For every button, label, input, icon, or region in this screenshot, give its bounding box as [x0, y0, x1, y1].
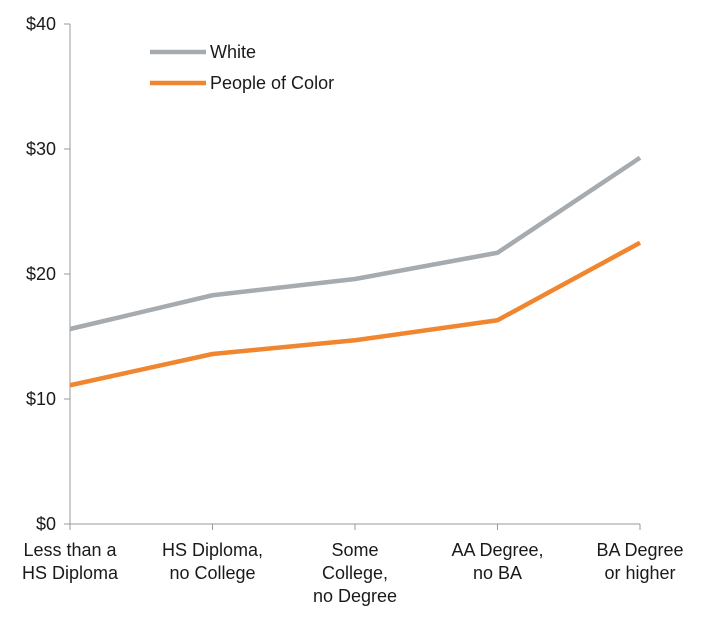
y-tick-label: $40 [26, 14, 56, 34]
x-category-label: Less than a HS Diploma [22, 540, 119, 583]
x-category-label-line: no BA [473, 563, 522, 583]
legend: White People of Color [150, 42, 334, 93]
axes: $0 $10 $20 $30 $40 Less than a HS Diploma HS Di… [22, 14, 684, 606]
legend-label: White [210, 42, 256, 62]
x-category-label-line: AA Degree, [451, 540, 543, 560]
x-category-label: Some College, no Degree [313, 540, 397, 606]
series-layer [69, 155, 642, 388]
y-tick-label: $30 [26, 139, 56, 159]
x-category-label: HS Diploma, no College [162, 540, 263, 583]
x-category-label-line: HS Diploma [22, 563, 119, 583]
x-category-label-line: HS Diploma, [162, 540, 263, 560]
x-category-label-line: Some [331, 540, 378, 560]
series-line-white [69, 155, 642, 332]
y-tick-label: $10 [26, 389, 56, 409]
x-category-label-line: College, [322, 563, 388, 583]
x-category-label-line: Less than a [23, 540, 117, 560]
x-category-label-line: no College [169, 563, 255, 583]
y-tick-label: $20 [26, 264, 56, 284]
series-line-people-of-color [69, 240, 642, 388]
x-category-label: AA Degree, no BA [451, 540, 543, 583]
x-category-label-line: no Degree [313, 586, 397, 606]
legend-label: People of Color [210, 73, 334, 93]
y-tick-label: $0 [36, 514, 56, 534]
x-category-label-line: or higher [604, 563, 675, 583]
x-category-label: BA Degree or higher [596, 540, 683, 583]
x-category-label-line: BA Degree [596, 540, 683, 560]
